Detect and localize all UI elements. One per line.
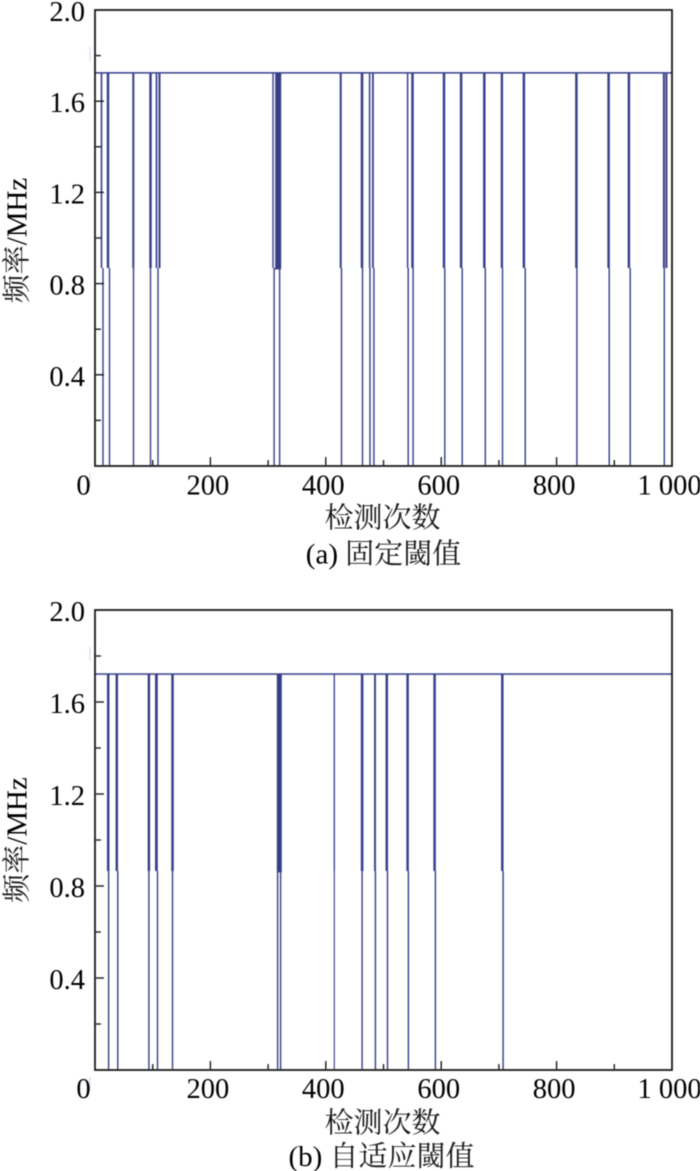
svg-text:1.2: 1.2 xyxy=(49,179,85,210)
svg-text:1.6: 1.6 xyxy=(49,88,85,119)
svg-text:(b): (b) xyxy=(289,1141,323,1171)
svg-text:/MHz: /MHz xyxy=(2,178,34,246)
svg-text:1.2: 1.2 xyxy=(49,781,85,812)
svg-text:400: 400 xyxy=(302,1074,345,1105)
svg-text:0.8: 0.8 xyxy=(49,271,85,302)
svg-text:0.4: 0.4 xyxy=(49,965,85,996)
svg-text:/MHz: /MHz xyxy=(2,777,34,845)
svg-text:0: 0 xyxy=(76,1074,90,1105)
svg-text:800: 800 xyxy=(533,1074,576,1105)
svg-text:600: 600 xyxy=(417,471,460,502)
svg-text:200: 200 xyxy=(187,1074,230,1105)
svg-text:0.8: 0.8 xyxy=(49,873,85,904)
svg-text:400: 400 xyxy=(302,471,345,502)
svg-text:600: 600 xyxy=(417,1074,460,1105)
svg-text:(a): (a) xyxy=(306,539,338,571)
svg-text:2.0: 2.0 xyxy=(49,0,85,28)
svg-text:800: 800 xyxy=(533,471,576,502)
svg-text:0: 0 xyxy=(76,471,90,502)
svg-text:200: 200 xyxy=(187,471,230,502)
svg-text:1.6: 1.6 xyxy=(49,689,85,720)
svg-text:1 000: 1 000 xyxy=(637,471,700,502)
svg-text:1 000: 1 000 xyxy=(637,1074,700,1105)
svg-text:0.4: 0.4 xyxy=(49,362,85,393)
svg-text:2.0: 2.0 xyxy=(49,597,85,628)
